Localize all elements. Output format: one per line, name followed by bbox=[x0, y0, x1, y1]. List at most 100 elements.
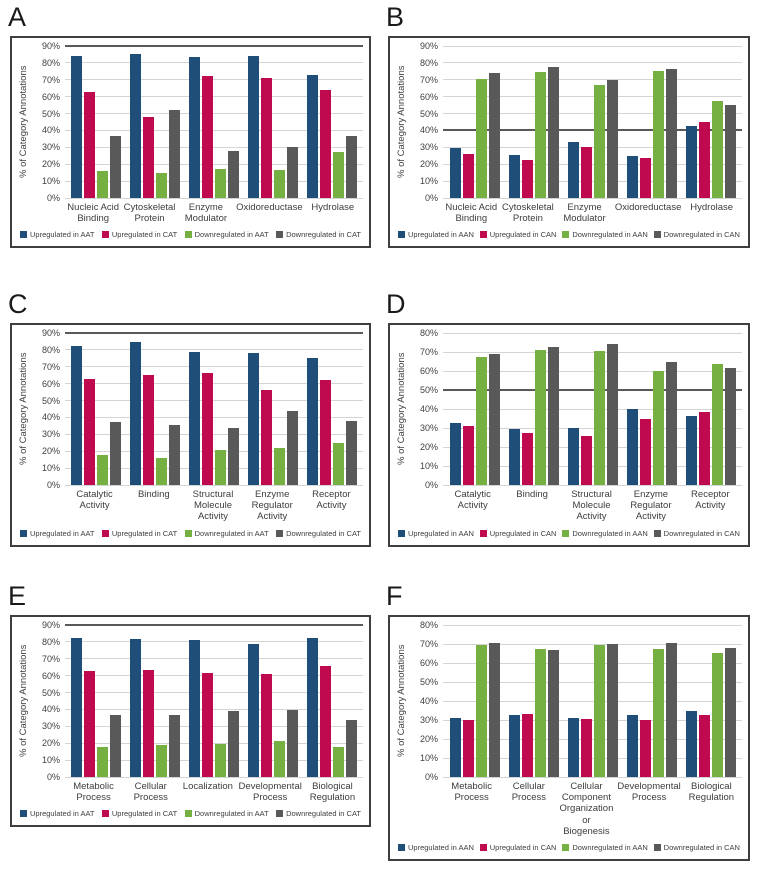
legend-item: Downregulated in AAT bbox=[184, 809, 269, 818]
y-tick-label: 40% bbox=[41, 412, 60, 423]
y-tick-label: 0% bbox=[424, 772, 438, 782]
bar bbox=[547, 347, 559, 485]
bar bbox=[345, 136, 357, 198]
x-category-label: Binding bbox=[137, 489, 170, 500]
bar bbox=[71, 637, 83, 777]
y-tick-label: 40% bbox=[419, 696, 438, 706]
bar-group bbox=[243, 625, 302, 777]
bar bbox=[711, 100, 723, 198]
bar bbox=[665, 68, 677, 198]
figure-panel-cell: E % of Category Annotations 0% 10% 20% 30% 40%… bbox=[0, 579, 378, 870]
bar bbox=[665, 361, 677, 485]
x-category-label: Oxidoreductase bbox=[614, 202, 682, 213]
legend-swatch bbox=[479, 231, 487, 239]
plot-area bbox=[443, 45, 742, 199]
bar-group bbox=[445, 625, 504, 777]
gridline bbox=[65, 675, 363, 677]
bar bbox=[626, 155, 638, 198]
legend-swatch bbox=[653, 844, 661, 852]
bar bbox=[724, 647, 736, 777]
bar bbox=[169, 714, 181, 777]
plot-area bbox=[65, 45, 363, 199]
gridline bbox=[65, 725, 363, 727]
y-tick-label: 30% bbox=[419, 142, 438, 153]
gridline bbox=[443, 776, 742, 778]
bar-group bbox=[185, 46, 244, 198]
gridline bbox=[443, 662, 742, 664]
bar bbox=[110, 421, 122, 485]
bar bbox=[685, 415, 697, 485]
x-category-label: Hydrolase bbox=[311, 202, 355, 213]
legend-swatch bbox=[184, 810, 192, 818]
legend-item: Upregulated in CAN bbox=[479, 230, 556, 239]
y-tick-label: 50% bbox=[419, 677, 438, 687]
figure-panel-cell: B % of Category Annotations 0% 10% 20% 30% 40%… bbox=[378, 0, 757, 287]
bar-groups bbox=[443, 46, 742, 198]
bar-groups bbox=[443, 625, 742, 777]
gridline bbox=[65, 433, 363, 435]
y-tick-label: 0% bbox=[46, 480, 60, 490]
gridline bbox=[443, 197, 742, 199]
x-category-label: Metabolic Process bbox=[73, 781, 114, 804]
y-tick-label: 40% bbox=[41, 125, 60, 136]
bar-group bbox=[185, 625, 244, 777]
bar-group bbox=[622, 46, 681, 198]
panel-letter: F bbox=[386, 581, 403, 611]
plot-wrap: 0% 10% 20% 30% 40% 50% 60% 70% 80% 90% bbox=[31, 328, 363, 490]
y-tick-label: 30% bbox=[41, 429, 60, 440]
x-axis-labels: Metabolic Process Cellular Process Cellula… bbox=[443, 777, 742, 839]
gridline bbox=[443, 163, 742, 165]
y-tick-label: 70% bbox=[419, 74, 438, 85]
bar bbox=[227, 711, 239, 777]
bar bbox=[306, 74, 318, 198]
bar bbox=[319, 665, 331, 777]
legend-label: Upregulated in AAN bbox=[408, 528, 474, 538]
y-axis-ticks: 0% 10% 20% 30% 40% 50% 60% 70% 80% bbox=[409, 328, 443, 490]
bar bbox=[345, 420, 357, 485]
bar bbox=[201, 372, 213, 485]
bar bbox=[711, 364, 723, 485]
x-category-label: Developmental Process bbox=[238, 781, 302, 804]
legend-item: Downregulated in CAT bbox=[276, 529, 361, 538]
bar bbox=[260, 390, 272, 485]
legend-swatch bbox=[20, 529, 27, 537]
bar bbox=[462, 426, 474, 485]
gridline bbox=[65, 450, 363, 452]
bar bbox=[214, 169, 226, 198]
bar-group bbox=[302, 46, 361, 198]
legend-item: Downregulated in AAN bbox=[562, 843, 648, 852]
y-tick-label: 30% bbox=[419, 423, 438, 433]
plot-wrap: 0% 10% 20% 30% 40% 50% 60% 70% 80% 90% bbox=[31, 41, 363, 203]
y-tick-label: 80% bbox=[41, 344, 60, 355]
legend-label: Upregulated in CAT bbox=[111, 809, 178, 819]
y-tick-label: 90% bbox=[41, 620, 60, 630]
legend-swatch bbox=[653, 529, 661, 537]
y-tick-label: 60% bbox=[41, 91, 60, 102]
chart-panel-a: % of Category Annotations 0% 10% 20% 30% 40% 5… bbox=[10, 36, 371, 249]
y-tick-label: 70% bbox=[41, 653, 60, 664]
bar bbox=[698, 411, 710, 485]
legend-item: Upregulated in AAN bbox=[398, 230, 474, 239]
gridline bbox=[65, 742, 363, 744]
legend-label: Downregulated in CAN bbox=[663, 528, 740, 538]
gridline bbox=[65, 658, 363, 660]
x-category-label: Structural Molecule Activity bbox=[571, 489, 612, 523]
legend-swatch bbox=[562, 231, 570, 239]
legend-swatch bbox=[101, 231, 109, 239]
gridline bbox=[65, 400, 363, 402]
bar bbox=[580, 719, 592, 777]
gridline bbox=[443, 700, 742, 702]
bar-group bbox=[445, 46, 504, 198]
x-category-label: Receptor Activity bbox=[312, 489, 351, 512]
y-tick-label: 90% bbox=[41, 41, 60, 51]
y-tick-label: 20% bbox=[41, 738, 60, 749]
legend-label: Downregulated in CAT bbox=[286, 528, 361, 538]
chart-area: % of Category Annotations 0% 10% 20% 30% 40% 5… bbox=[394, 41, 742, 203]
y-tick-label: 80% bbox=[419, 57, 438, 68]
gridline bbox=[443, 484, 742, 486]
panel-letter: C bbox=[8, 289, 28, 319]
legend-item: Upregulated in AAT bbox=[20, 809, 94, 818]
y-tick-label: 50% bbox=[419, 385, 438, 395]
bar bbox=[508, 428, 520, 485]
y-axis-ticks: 0% 10% 20% 30% 40% 50% 60% 70% 80% 90% bbox=[409, 41, 443, 203]
